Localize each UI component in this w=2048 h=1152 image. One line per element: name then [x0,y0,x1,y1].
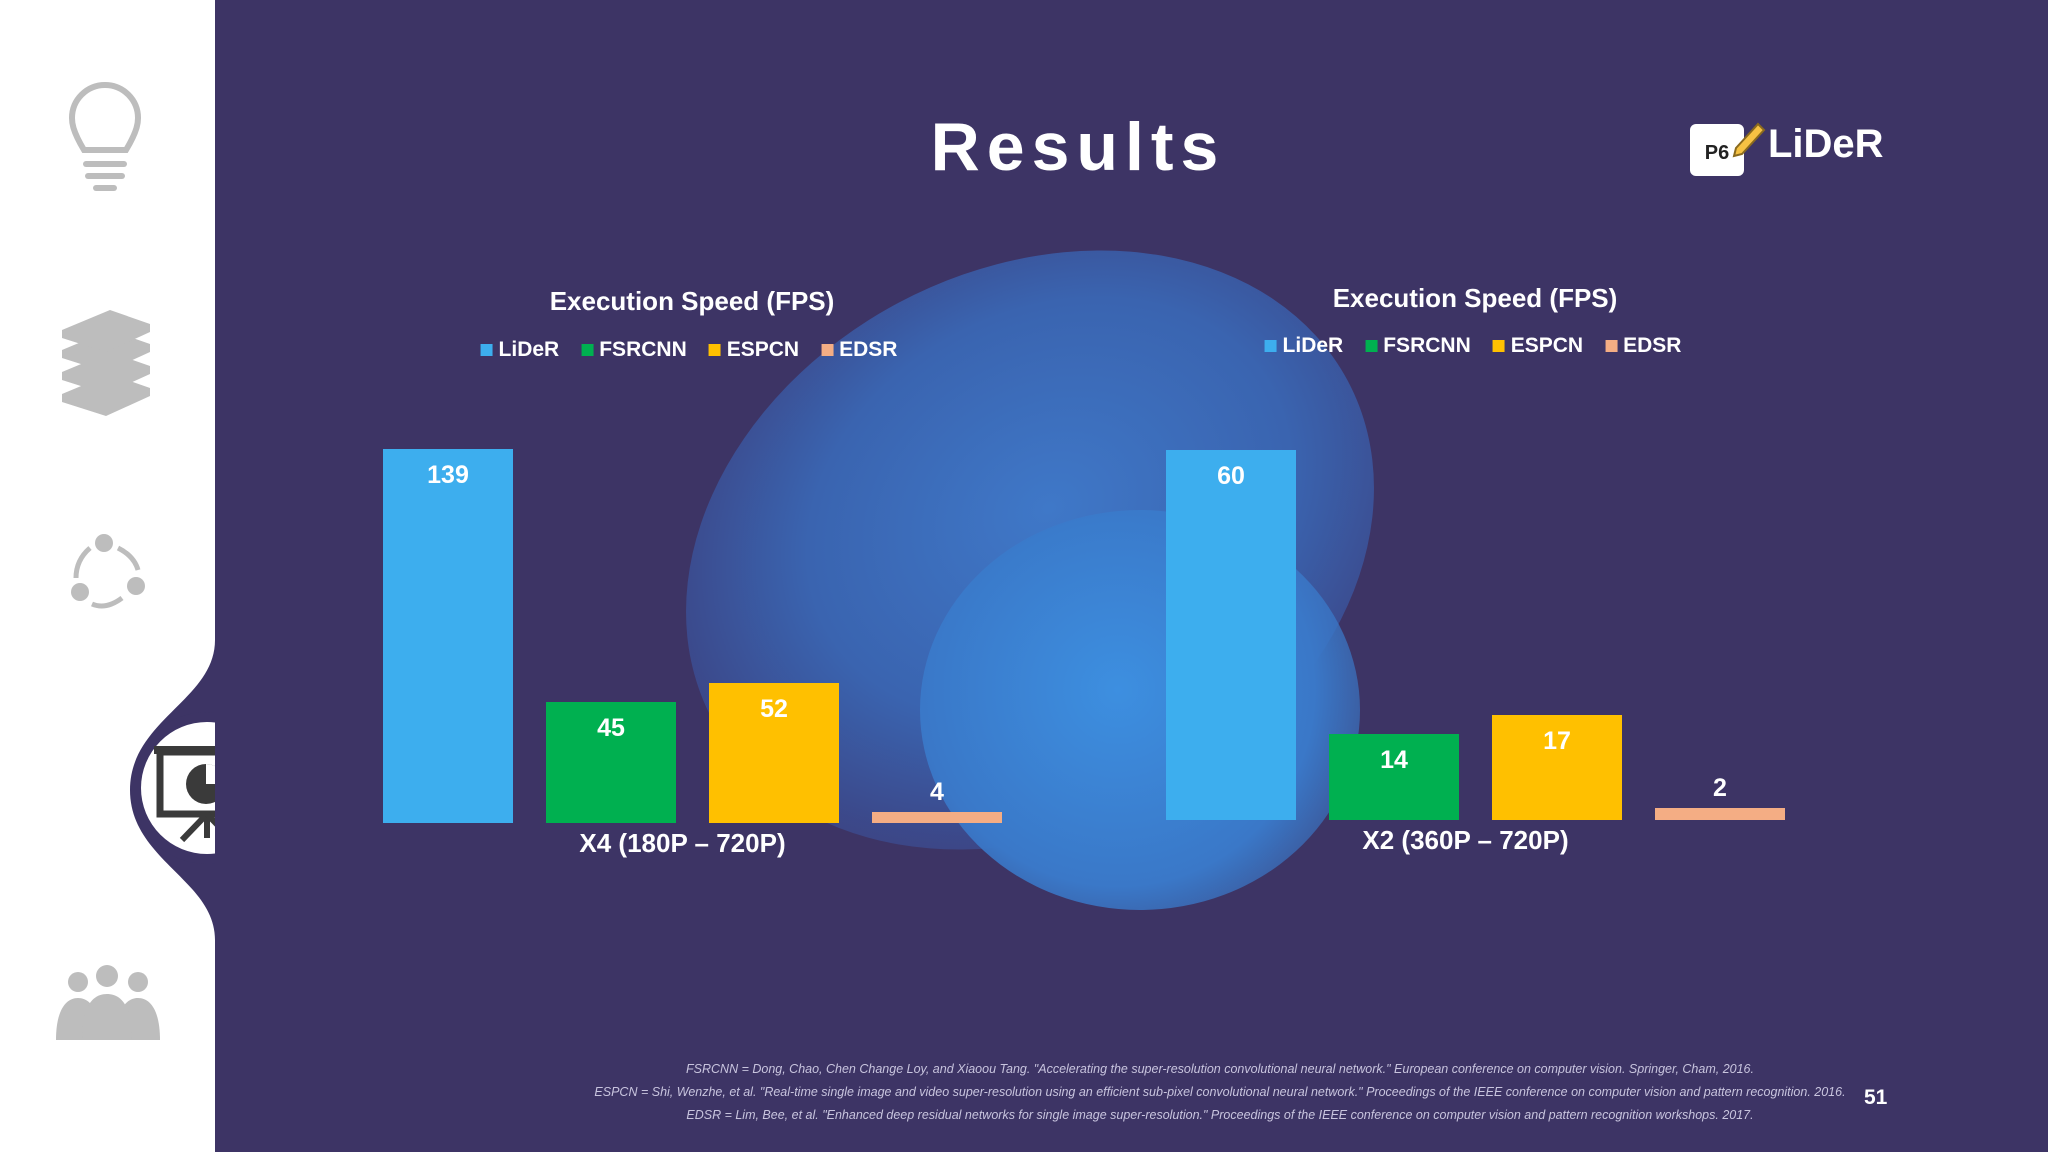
bar-espcn [709,683,839,823]
reference-espcn: ESPCN = Shi, Wenzhe, et al. "Real-time s… [594,1085,1846,1099]
legend-swatch [480,344,493,356]
chart-legend: LiDeR FSRCNN ESPCN EDSR [480,338,897,362]
presentation-chart-icon[interactable] [131,712,215,864]
references: FSRCNN = Dong, Chao, Chen Change Loy, an… [300,1058,2048,1127]
legend-item: ESPCN [1492,334,1584,358]
data-label: 52 [760,695,788,724]
bar-lider [383,449,513,823]
legend-label: ESPCN [1510,334,1584,357]
people-icon[interactable] [56,965,160,1040]
legend-item: FSRCNN [581,338,687,362]
legend-swatch [1264,340,1277,352]
data-label: 60 [1217,462,1245,490]
legend-label: EDSR [1623,334,1682,357]
legend-swatch [1492,340,1505,352]
legend-label: ESPCN [726,338,800,361]
legend-item: FSRCNN [1365,334,1471,358]
legend-item: LiDeR [1264,334,1344,358]
legend-swatch [1605,340,1618,352]
bar-lider [1166,450,1296,820]
legend-swatch [708,344,721,356]
category-label: X4 (180P – 720P) [579,828,786,858]
category-label: X2 (360P – 720P) [1362,825,1569,855]
data-label: 2 [1713,773,1727,802]
lightbulb-icon[interactable] [68,82,142,191]
legend-item: EDSR [1605,334,1681,358]
logo-text: LiDeR [1768,122,1884,166]
legend-swatch [821,344,834,356]
bar-edsr [1655,807,1785,820]
legend-label: FSRCNN [599,338,687,361]
legend-label: LiDeR [498,338,560,361]
page-number: 51 [1864,1086,1888,1109]
bar-espcn [1492,715,1622,820]
legend-swatch [1365,340,1378,352]
legend-item: LiDeR [480,338,560,362]
bar-fsrcnn [546,701,676,823]
cycle-icon[interactable] [71,534,145,609]
reference-edsr: EDSR = Lim, Bee, et al. "Enhanced deep r… [686,1108,1754,1122]
chart-title: Execution Speed (FPS) [1332,283,1618,313]
legend-label: FSRCNN [1383,334,1471,357]
reference-fsrcnn: FSRCNN = Dong, Chao, Chen Change Loy, an… [686,1062,1754,1076]
sidebar-panel [0,0,215,1152]
books-icon[interactable] [62,310,150,416]
legend-label: EDSR [839,338,898,361]
pencil-icon [1732,122,1766,158]
data-label: 14 [1380,745,1408,774]
data-label: 4 [930,778,944,807]
data-label: 17 [1543,727,1571,756]
data-label: 139 [427,461,469,489]
legend-item: EDSR [821,338,897,362]
page-title: Results [930,109,1226,185]
sidebar [0,0,215,1152]
bar-edsr [872,812,1002,823]
legend-label: LiDeR [1282,334,1344,357]
chart-title: Execution Speed (FPS) [549,286,835,316]
legend-item: ESPCN [708,338,800,362]
bar-fsrcnn [1329,733,1459,820]
logo: P6 LiDeR [1690,118,1910,184]
chart-legend: LiDeR FSRCNN ESPCN EDSR [1264,334,1681,358]
legend-swatch [581,344,594,356]
data-label: 45 [597,713,625,742]
